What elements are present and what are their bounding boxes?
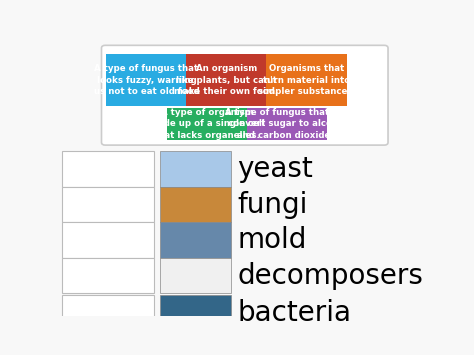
Text: yeast: yeast bbox=[237, 155, 313, 183]
FancyBboxPatch shape bbox=[160, 223, 231, 258]
Text: A type of fungus that
looks fuzzy, warning
us not to eat old food: A type of fungus that looks fuzzy, warni… bbox=[94, 64, 200, 96]
FancyBboxPatch shape bbox=[106, 54, 187, 106]
FancyBboxPatch shape bbox=[160, 151, 231, 187]
FancyBboxPatch shape bbox=[160, 295, 231, 330]
FancyBboxPatch shape bbox=[62, 187, 154, 222]
Text: mold: mold bbox=[237, 226, 307, 254]
FancyBboxPatch shape bbox=[167, 108, 247, 140]
Text: fungi: fungi bbox=[237, 191, 308, 219]
FancyBboxPatch shape bbox=[160, 187, 231, 222]
Text: A type of organism
made up of a single cell
that lacks organelles.: A type of organism made up of a single c… bbox=[149, 108, 265, 140]
FancyBboxPatch shape bbox=[62, 295, 154, 330]
Text: bacteria: bacteria bbox=[237, 299, 351, 327]
Text: A type of fungus that can
convert sugar to alcohol
and carbon dioxide .: A type of fungus that can convert sugar … bbox=[225, 108, 349, 140]
FancyBboxPatch shape bbox=[186, 54, 267, 106]
Text: Organisms that
turn material into
simpler substances.: Organisms that turn material into simple… bbox=[258, 64, 356, 96]
FancyBboxPatch shape bbox=[62, 258, 154, 293]
FancyBboxPatch shape bbox=[160, 258, 231, 293]
FancyBboxPatch shape bbox=[101, 45, 388, 145]
Text: An organism
like plants, but can't
make their own food.: An organism like plants, but can't make … bbox=[174, 64, 279, 96]
FancyBboxPatch shape bbox=[62, 151, 154, 187]
FancyBboxPatch shape bbox=[266, 54, 347, 106]
FancyBboxPatch shape bbox=[247, 108, 328, 140]
Text: decomposers: decomposers bbox=[237, 262, 423, 290]
FancyBboxPatch shape bbox=[62, 223, 154, 258]
